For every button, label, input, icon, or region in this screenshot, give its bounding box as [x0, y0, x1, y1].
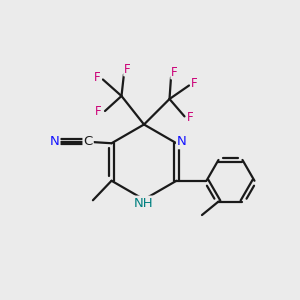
Text: C: C — [83, 135, 93, 148]
Text: F: F — [171, 65, 178, 79]
Text: F: F — [187, 111, 194, 124]
Text: F: F — [124, 62, 131, 76]
Text: F: F — [94, 70, 101, 84]
Text: F: F — [95, 105, 102, 118]
Text: NH: NH — [134, 196, 154, 210]
Text: N: N — [50, 135, 59, 148]
Text: N: N — [177, 135, 187, 148]
Text: F: F — [191, 76, 198, 90]
